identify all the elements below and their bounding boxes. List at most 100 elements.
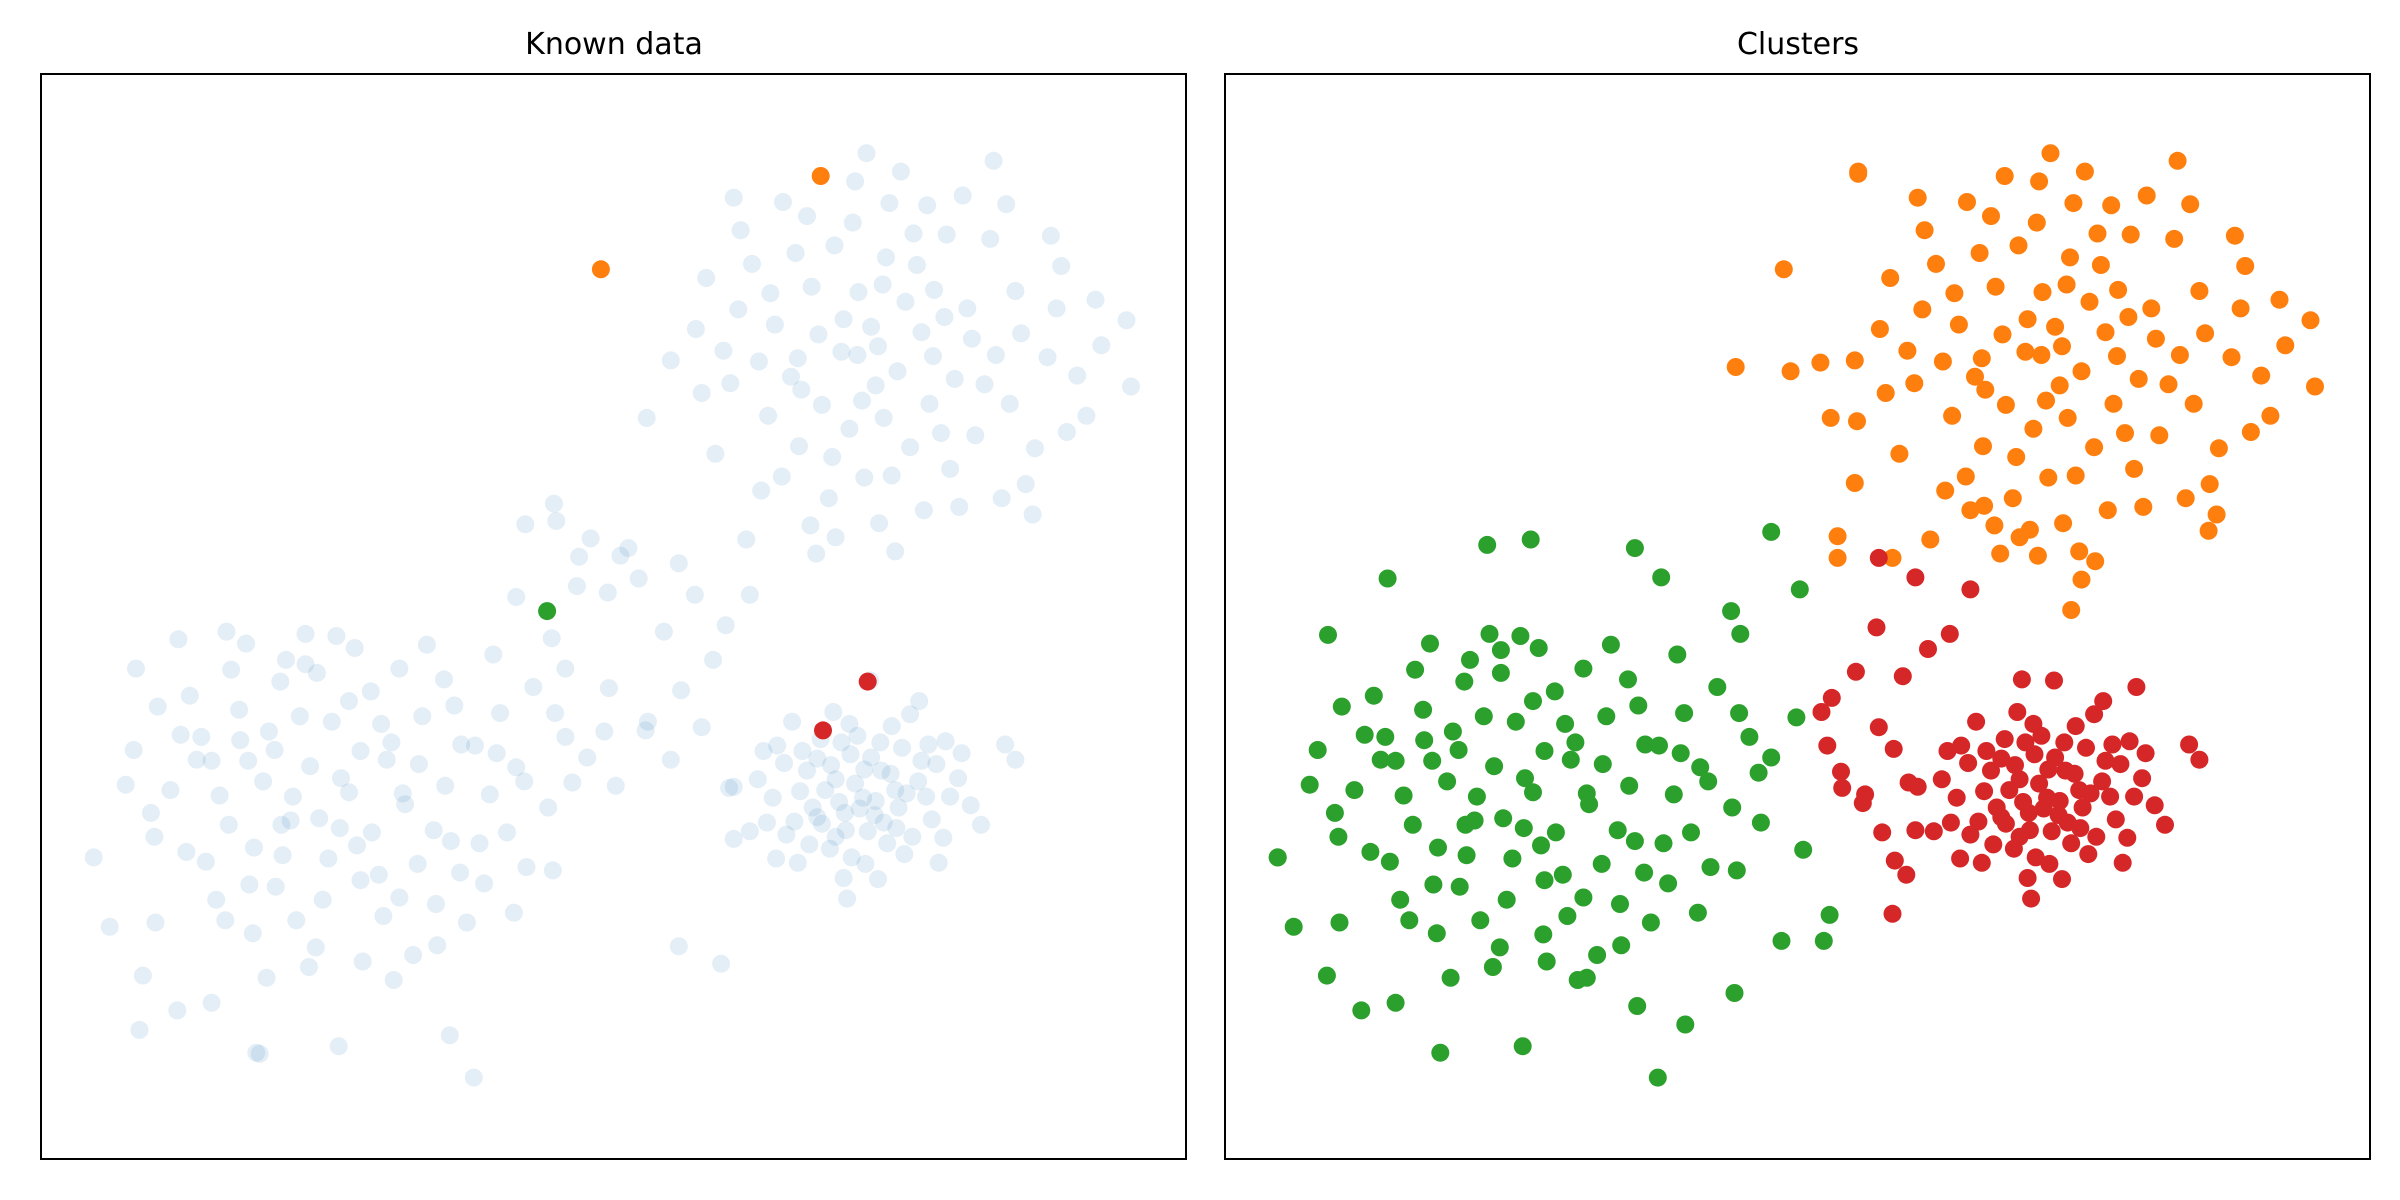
clusters-green-point	[1427, 924, 1446, 943]
known-data-blue-point	[265, 741, 284, 759]
clusters-green-point	[1424, 875, 1443, 894]
clusters-green-point	[1450, 877, 1469, 896]
known-data-blue-point	[130, 1020, 149, 1039]
known-data-blue-point	[871, 733, 890, 752]
clusters-orange-point	[1966, 367, 1984, 386]
clusters-green-point	[1751, 813, 1770, 832]
clusters-red-point	[2077, 738, 2095, 757]
known-data-blue-point	[408, 854, 427, 873]
clusters-green-point	[1787, 708, 1806, 727]
known-data-blue-point	[327, 627, 346, 645]
known-data-blue-point	[1068, 366, 1087, 385]
clusters-orange-point	[2018, 310, 2037, 329]
known-data-blue-point	[1025, 439, 1044, 458]
known-data-blue-point	[187, 750, 206, 769]
clusters-green-point	[1535, 742, 1554, 760]
known-data-blue-point	[636, 721, 655, 740]
clusters-red-point	[1961, 580, 1980, 599]
clusters-orange-point	[1993, 325, 2012, 344]
clusters-red-point	[1967, 712, 1986, 731]
known-data-blue-point	[581, 529, 600, 548]
clusters-red-point	[1932, 770, 1951, 789]
known-data-blue-point	[281, 811, 300, 830]
clusters-red-point	[1984, 835, 2003, 854]
known-data-blue-point	[775, 754, 794, 772]
known-data-blue-point	[934, 828, 953, 847]
clusters-orange-point	[2199, 521, 2218, 540]
clusters-green-point	[1378, 569, 1397, 588]
clusters-green-point	[1497, 890, 1516, 909]
clusters-green-point	[1688, 903, 1707, 922]
known-data-blue-point	[704, 650, 723, 669]
known-data-blue-point	[997, 195, 1016, 214]
clusters-orange-point	[2058, 408, 2077, 427]
clusters-green-point	[1620, 776, 1639, 795]
known-data-blue-point	[543, 861, 562, 880]
known-data-points	[84, 144, 1140, 1087]
clusters-green-point	[1727, 861, 1746, 880]
known-data-blue-point	[950, 497, 969, 516]
known-data-blue-point	[353, 952, 372, 971]
clusters-orange-point	[2181, 195, 2200, 214]
known-data-blue-point	[803, 798, 822, 817]
known-data-blue-point	[992, 489, 1011, 508]
known-data-blue-point	[822, 756, 840, 775]
clusters-red-point	[2118, 828, 2137, 847]
clusters-orange-point	[1908, 188, 1927, 207]
clusters-orange-point	[2150, 426, 2169, 445]
known-data-blue-point	[168, 1001, 187, 1020]
clusters-green-point	[1345, 781, 1364, 800]
known-data-blue-point	[124, 741, 143, 759]
clusters-orange-point	[2024, 419, 2043, 438]
known-data-blue-point	[133, 966, 152, 985]
known-data-blue-point	[231, 731, 250, 750]
known-data-blue-point	[731, 221, 750, 240]
clusters-red-point	[2127, 678, 2146, 696]
known-data-blue-point	[390, 888, 409, 907]
clusters-red-point	[1906, 568, 1925, 587]
known-data-blue-point	[889, 798, 908, 817]
clusters-red-point	[1969, 812, 1988, 831]
known-data-blue-point	[768, 736, 787, 755]
clusters-red-point	[2145, 796, 2164, 815]
clusters-red-point	[1972, 853, 1991, 872]
clusters-red-point	[2040, 854, 2059, 873]
clusters-orange-point	[2261, 406, 2280, 425]
known-data-blue-point	[672, 681, 691, 700]
clusters-panel: Clusters	[1224, 27, 2371, 1160]
clusters-orange-point	[2231, 299, 2250, 318]
clusters-orange-point	[2209, 439, 2228, 458]
known-data-blue-point	[788, 853, 807, 872]
known-data-blue-point	[1006, 750, 1025, 769]
known-data-blue-point	[563, 773, 582, 792]
known-data-blue-point	[440, 1026, 459, 1045]
known-data-blue-point	[216, 911, 235, 930]
known-data-blue-point	[848, 346, 867, 364]
known-data-blue-point	[922, 810, 941, 829]
clusters-green-point	[1513, 1037, 1532, 1056]
clusters-green-point	[1612, 936, 1631, 955]
known-data-blue-point	[840, 419, 859, 438]
known-data-blue-point	[873, 275, 892, 294]
clusters-green-point	[1532, 836, 1550, 855]
known-data-blue-point	[257, 968, 276, 987]
clusters-red-point	[1818, 736, 1837, 755]
clusters-orange-point	[2003, 489, 2022, 508]
clusters-orange-point	[2170, 346, 2189, 364]
known-data-blue-point	[714, 341, 733, 360]
clusters-green-point	[1421, 634, 1439, 653]
known-data-blue-point	[283, 787, 302, 806]
clusters-green-point	[1574, 888, 1593, 907]
known-data-blue-point	[835, 803, 854, 822]
clusters-red-point	[2106, 810, 2125, 829]
clusters-green-point	[1483, 958, 1502, 976]
known-data-blue-point	[925, 280, 944, 299]
known-data-blue-point	[840, 714, 859, 733]
clusters-red-point	[1996, 814, 2015, 833]
clusters-red-point	[1832, 762, 1850, 781]
clusters-red-point	[1919, 640, 1937, 658]
clusters-orange-point	[1961, 501, 1980, 520]
known-data-blue-point	[290, 707, 309, 726]
known-data-blue-point	[874, 408, 893, 427]
known-data-blue-point	[171, 725, 190, 744]
